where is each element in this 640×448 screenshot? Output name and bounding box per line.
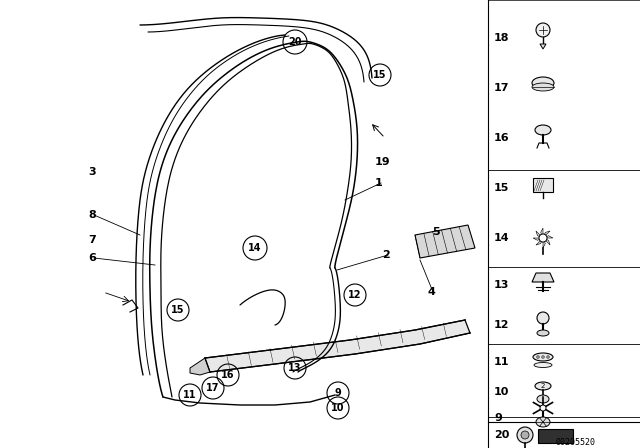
Polygon shape <box>536 238 543 245</box>
Text: 10: 10 <box>332 403 345 413</box>
Text: 17: 17 <box>206 383 220 393</box>
Text: 3: 3 <box>88 167 95 177</box>
Ellipse shape <box>535 382 551 390</box>
Text: 15: 15 <box>172 305 185 315</box>
Text: 14: 14 <box>494 233 509 243</box>
Text: 20: 20 <box>494 430 509 440</box>
Text: 9: 9 <box>494 413 502 423</box>
Ellipse shape <box>533 353 553 361</box>
Polygon shape <box>532 273 554 282</box>
Text: 8: 8 <box>88 210 96 220</box>
Circle shape <box>536 356 540 358</box>
Circle shape <box>547 356 550 358</box>
Text: 7: 7 <box>88 235 96 245</box>
Text: 6: 6 <box>88 253 96 263</box>
Ellipse shape <box>535 125 551 135</box>
Polygon shape <box>543 236 553 238</box>
Circle shape <box>537 312 549 324</box>
Polygon shape <box>533 238 543 240</box>
Text: 20: 20 <box>288 37 301 47</box>
Text: 2: 2 <box>541 383 545 389</box>
Text: 13: 13 <box>494 280 509 290</box>
Polygon shape <box>415 225 475 258</box>
Text: 5: 5 <box>432 227 440 237</box>
Polygon shape <box>540 44 546 49</box>
Polygon shape <box>543 238 550 245</box>
Text: 9: 9 <box>335 388 341 398</box>
Text: 10: 10 <box>494 387 509 397</box>
Polygon shape <box>541 228 543 238</box>
Text: 00205520: 00205520 <box>555 438 595 447</box>
Text: 15: 15 <box>494 183 509 193</box>
Text: 15: 15 <box>373 70 387 80</box>
Circle shape <box>521 431 529 439</box>
Ellipse shape <box>537 395 549 403</box>
Ellipse shape <box>532 77 554 89</box>
Polygon shape <box>205 320 470 372</box>
Ellipse shape <box>532 83 554 91</box>
Circle shape <box>541 356 545 358</box>
Text: 12: 12 <box>494 320 509 330</box>
Polygon shape <box>538 429 573 443</box>
Text: 17: 17 <box>494 83 509 93</box>
Circle shape <box>540 405 546 411</box>
Text: 12: 12 <box>348 290 362 300</box>
Polygon shape <box>543 238 545 248</box>
Polygon shape <box>536 231 543 238</box>
Ellipse shape <box>537 330 549 336</box>
Polygon shape <box>190 358 210 375</box>
Text: 18: 18 <box>494 33 509 43</box>
Text: 16: 16 <box>494 133 509 143</box>
FancyBboxPatch shape <box>533 178 553 192</box>
Polygon shape <box>543 231 550 238</box>
Text: 11: 11 <box>183 390 196 400</box>
Ellipse shape <box>536 417 550 427</box>
Text: 16: 16 <box>221 370 235 380</box>
Text: 11: 11 <box>494 357 509 367</box>
Ellipse shape <box>534 362 552 367</box>
Circle shape <box>517 427 533 443</box>
Circle shape <box>539 234 547 242</box>
Text: 4: 4 <box>428 287 436 297</box>
Text: 19: 19 <box>375 157 390 167</box>
Text: 14: 14 <box>248 243 262 253</box>
Text: 1: 1 <box>375 178 383 188</box>
Text: 2: 2 <box>382 250 390 260</box>
Circle shape <box>536 23 550 37</box>
Text: 13: 13 <box>288 363 301 373</box>
